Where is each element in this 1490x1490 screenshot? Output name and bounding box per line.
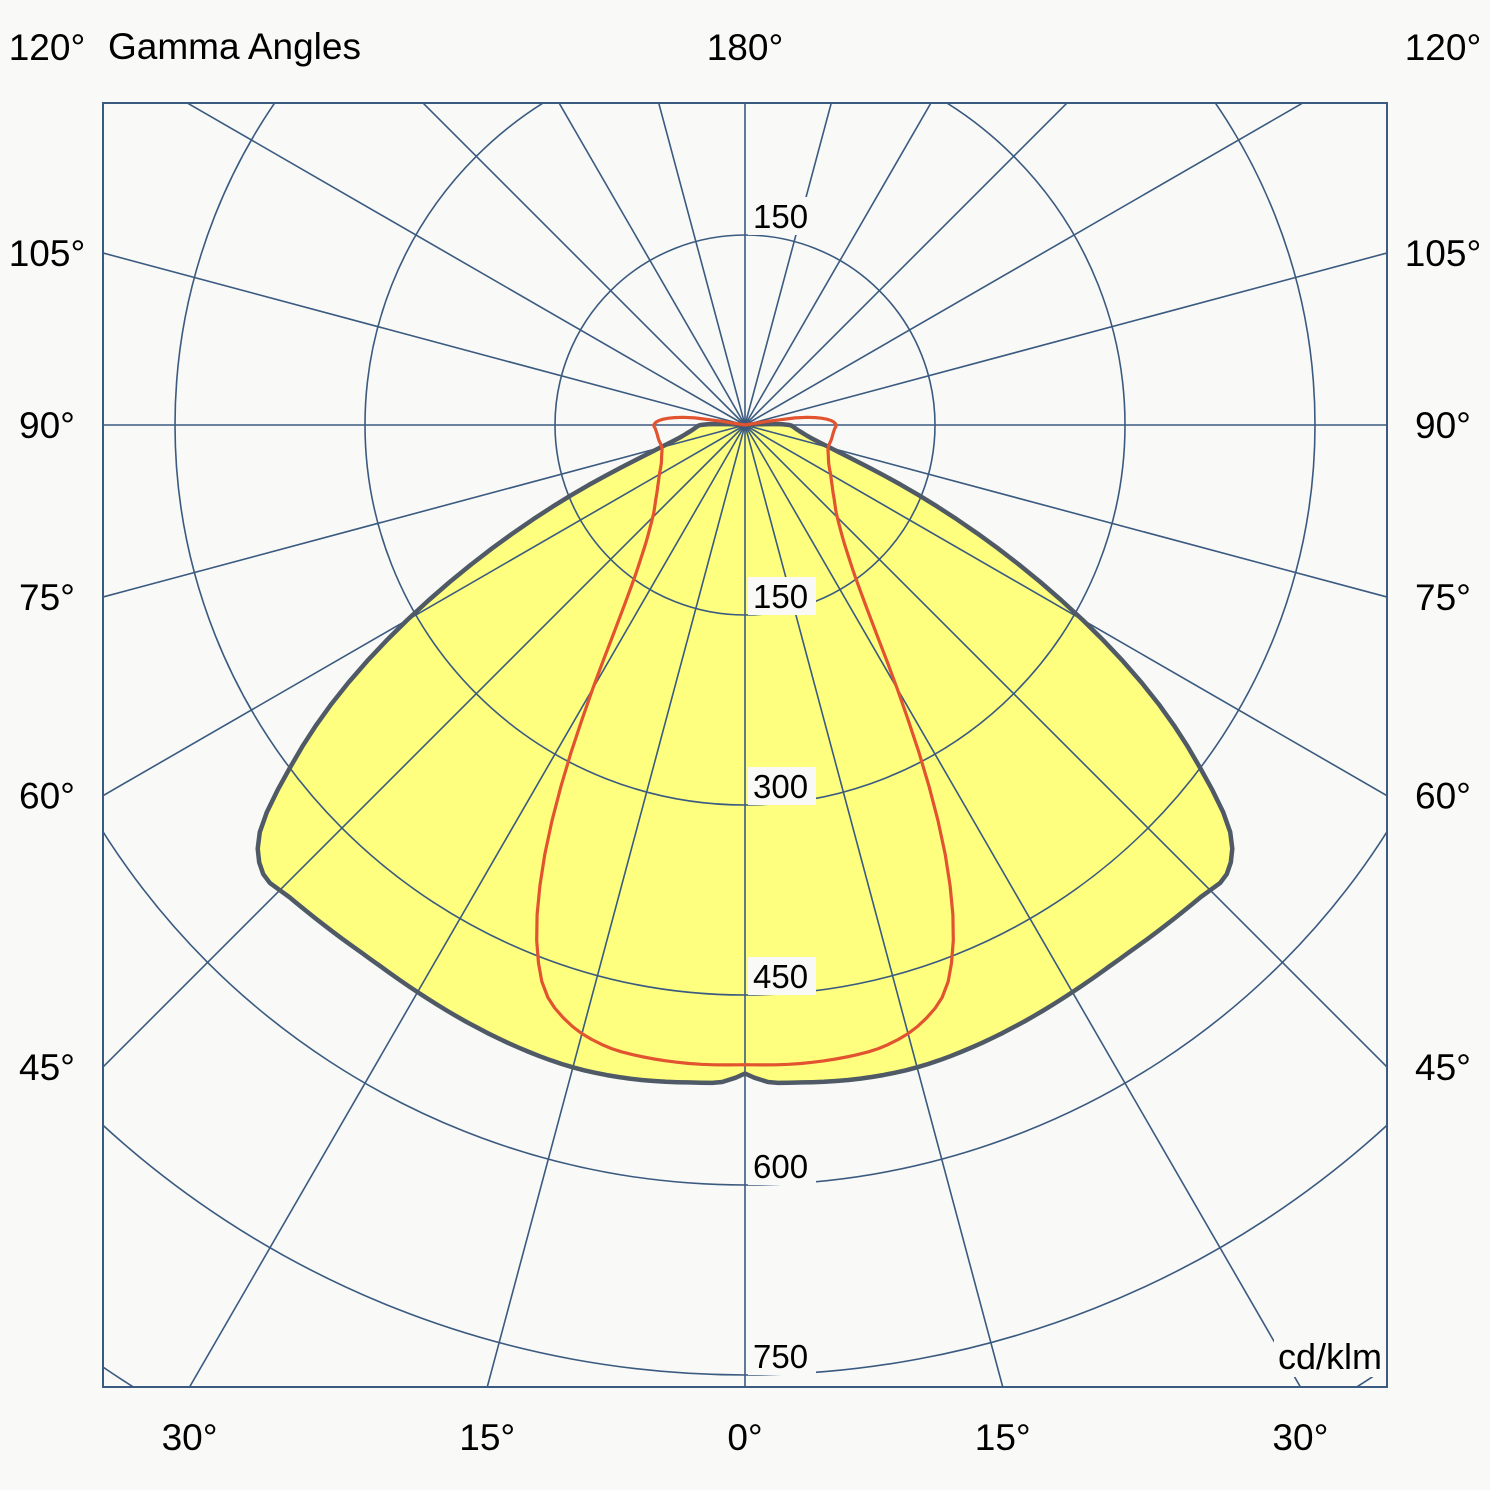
gamma-angle-label: 30° (1272, 1417, 1328, 1458)
polar-grid-radial (421, 103, 746, 426)
polar-grid-radial (657, 103, 746, 426)
ring-label-box (748, 957, 816, 995)
gamma-angle-label: 0° (727, 1417, 762, 1458)
ring-value-label: 150 (753, 198, 808, 235)
ring-label-box (748, 1147, 816, 1185)
polar-grid-radial (188, 424, 746, 1387)
polar-grid-radial (744, 424, 1387, 1069)
gamma-angle-label: 45° (19, 1047, 75, 1088)
gamma-angle-label: 15° (459, 1417, 515, 1458)
c0-c180-curve (255, 421, 1235, 1086)
polar-grid-radial (744, 103, 1305, 426)
polar-grid-radial (744, 424, 1387, 797)
polar-grid-radial (103, 424, 746, 1069)
polar-grid-radial (744, 252, 1387, 426)
polar-grid-radial (103, 424, 746, 797)
gamma-angle-label: 15° (975, 1417, 1031, 1458)
ring-label-box (748, 577, 816, 615)
polar-grid-radial (558, 103, 746, 426)
polar-grid-radial (103, 252, 746, 426)
gamma-angle-label: 120° (1405, 27, 1482, 68)
polar-grid-radial (103, 424, 746, 598)
ring-label-box (748, 1337, 816, 1375)
ring-value-label: 450 (753, 958, 808, 995)
chart-title: Gamma Angles (108, 26, 361, 67)
polar-grid-radial (185, 103, 746, 426)
polar-grid-radial (744, 424, 1302, 1387)
gamma-angle-label: 60° (19, 776, 75, 817)
gamma-angle-label: 180° (707, 27, 784, 68)
gamma-angle-label: 60° (1415, 776, 1471, 817)
ring-value-label: 300 (753, 768, 808, 805)
gamma-angle-label: 90° (19, 405, 75, 446)
c90-c270-curve (535, 415, 955, 1067)
polar-grid-radial (744, 424, 1387, 598)
polar-grid-radial (486, 424, 746, 1387)
gamma-angle-label: 30° (162, 1417, 218, 1458)
polar-grid-radial (744, 103, 1069, 426)
polar-grid-radial (744, 103, 932, 426)
polar-grid-radial (744, 424, 1004, 1387)
unit-label: cd/klm (1273, 1337, 1386, 1377)
gamma-angle-label: 45° (1415, 1047, 1471, 1088)
plot-border (102, 102, 1388, 1388)
ring-value-label: 600 (753, 1148, 808, 1185)
ring-value-label: 150 (753, 578, 808, 615)
gamma-angle-label: 105° (9, 233, 86, 274)
gamma-angle-label: 120° (9, 27, 86, 68)
ring-label-box (748, 197, 816, 235)
ring-label-box (748, 767, 816, 805)
gamma-angle-label: 90° (1415, 405, 1471, 446)
gamma-angle-label: 105° (1405, 233, 1482, 274)
gamma-angle-label: 75° (1415, 577, 1471, 618)
ring-value-label: 750 (753, 1338, 808, 1375)
gamma-angle-label: 75° (19, 577, 75, 618)
